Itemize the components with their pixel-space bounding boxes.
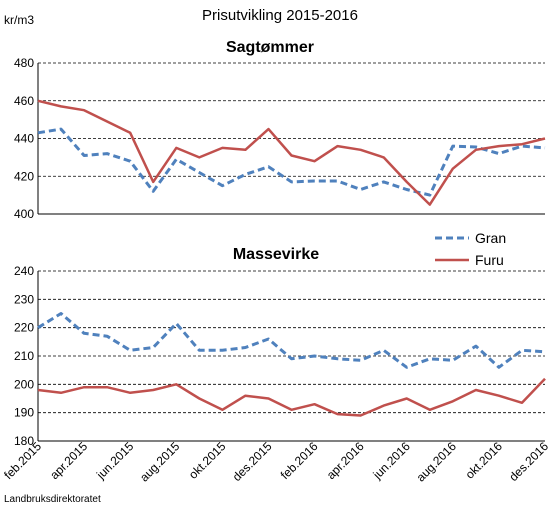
y-tick-label: 200 (14, 377, 34, 391)
x-tick-label: okt.2016 (463, 439, 506, 482)
x-tick-label: apr.2015 (47, 439, 90, 482)
x-tick-label: des.2016 (506, 439, 551, 484)
panel-title: Massevirke (233, 246, 319, 263)
y-tick-label: 230 (14, 292, 34, 306)
y-tick-label: 180 (14, 434, 34, 448)
series-line-gran (37, 312, 546, 369)
series-line-gran (37, 127, 546, 197)
y-tick-label: 420 (14, 169, 34, 183)
x-tick-label: jun.2016 (370, 439, 413, 482)
source-note: Landbruksdirektoratet (4, 494, 101, 505)
x-tick-label: okt.2015 (186, 439, 229, 482)
y-tick-label: 210 (14, 349, 34, 363)
y-tick-label: 440 (14, 132, 34, 146)
y-tick-label: 240 (14, 264, 34, 278)
x-tick-label: apr.2016 (324, 439, 367, 482)
panel-massevirke: Massevirke 180 190 200 210 220 230 240 (14, 246, 546, 448)
series-line-furu (37, 99, 546, 206)
chart-title: Prisutvikling 2015-2016 (202, 7, 358, 24)
y-tick-label: 190 (14, 406, 34, 420)
legend-gran-label: Gran (475, 230, 506, 246)
panel-title: Sagtømmer (226, 39, 314, 56)
y-tick-label: 220 (14, 321, 34, 335)
panel-sagtommer: Sagtømmer 400 420 440 460 480 (14, 39, 546, 221)
x-tick-label: aug.2015 (137, 439, 183, 485)
y-axis-unit: kr/m3 (4, 13, 34, 27)
x-tick-label: jun.2015 (93, 439, 136, 482)
x-axis-ticks: feb.2015 apr.2015 jun.2015 aug.2015 okt.2015… (1, 439, 551, 485)
x-tick-label: des.2015 (230, 439, 275, 484)
y-tick-label: 480 (14, 56, 34, 70)
y-tick-label: 460 (14, 94, 34, 108)
legend: Gran Furu (435, 230, 506, 268)
x-tick-label: feb.2016 (278, 439, 321, 482)
y-tick-label: 400 (14, 207, 34, 221)
x-tick-label: aug.2016 (414, 439, 460, 485)
series-line-furu (37, 377, 546, 417)
legend-furu-label: Furu (475, 252, 504, 268)
